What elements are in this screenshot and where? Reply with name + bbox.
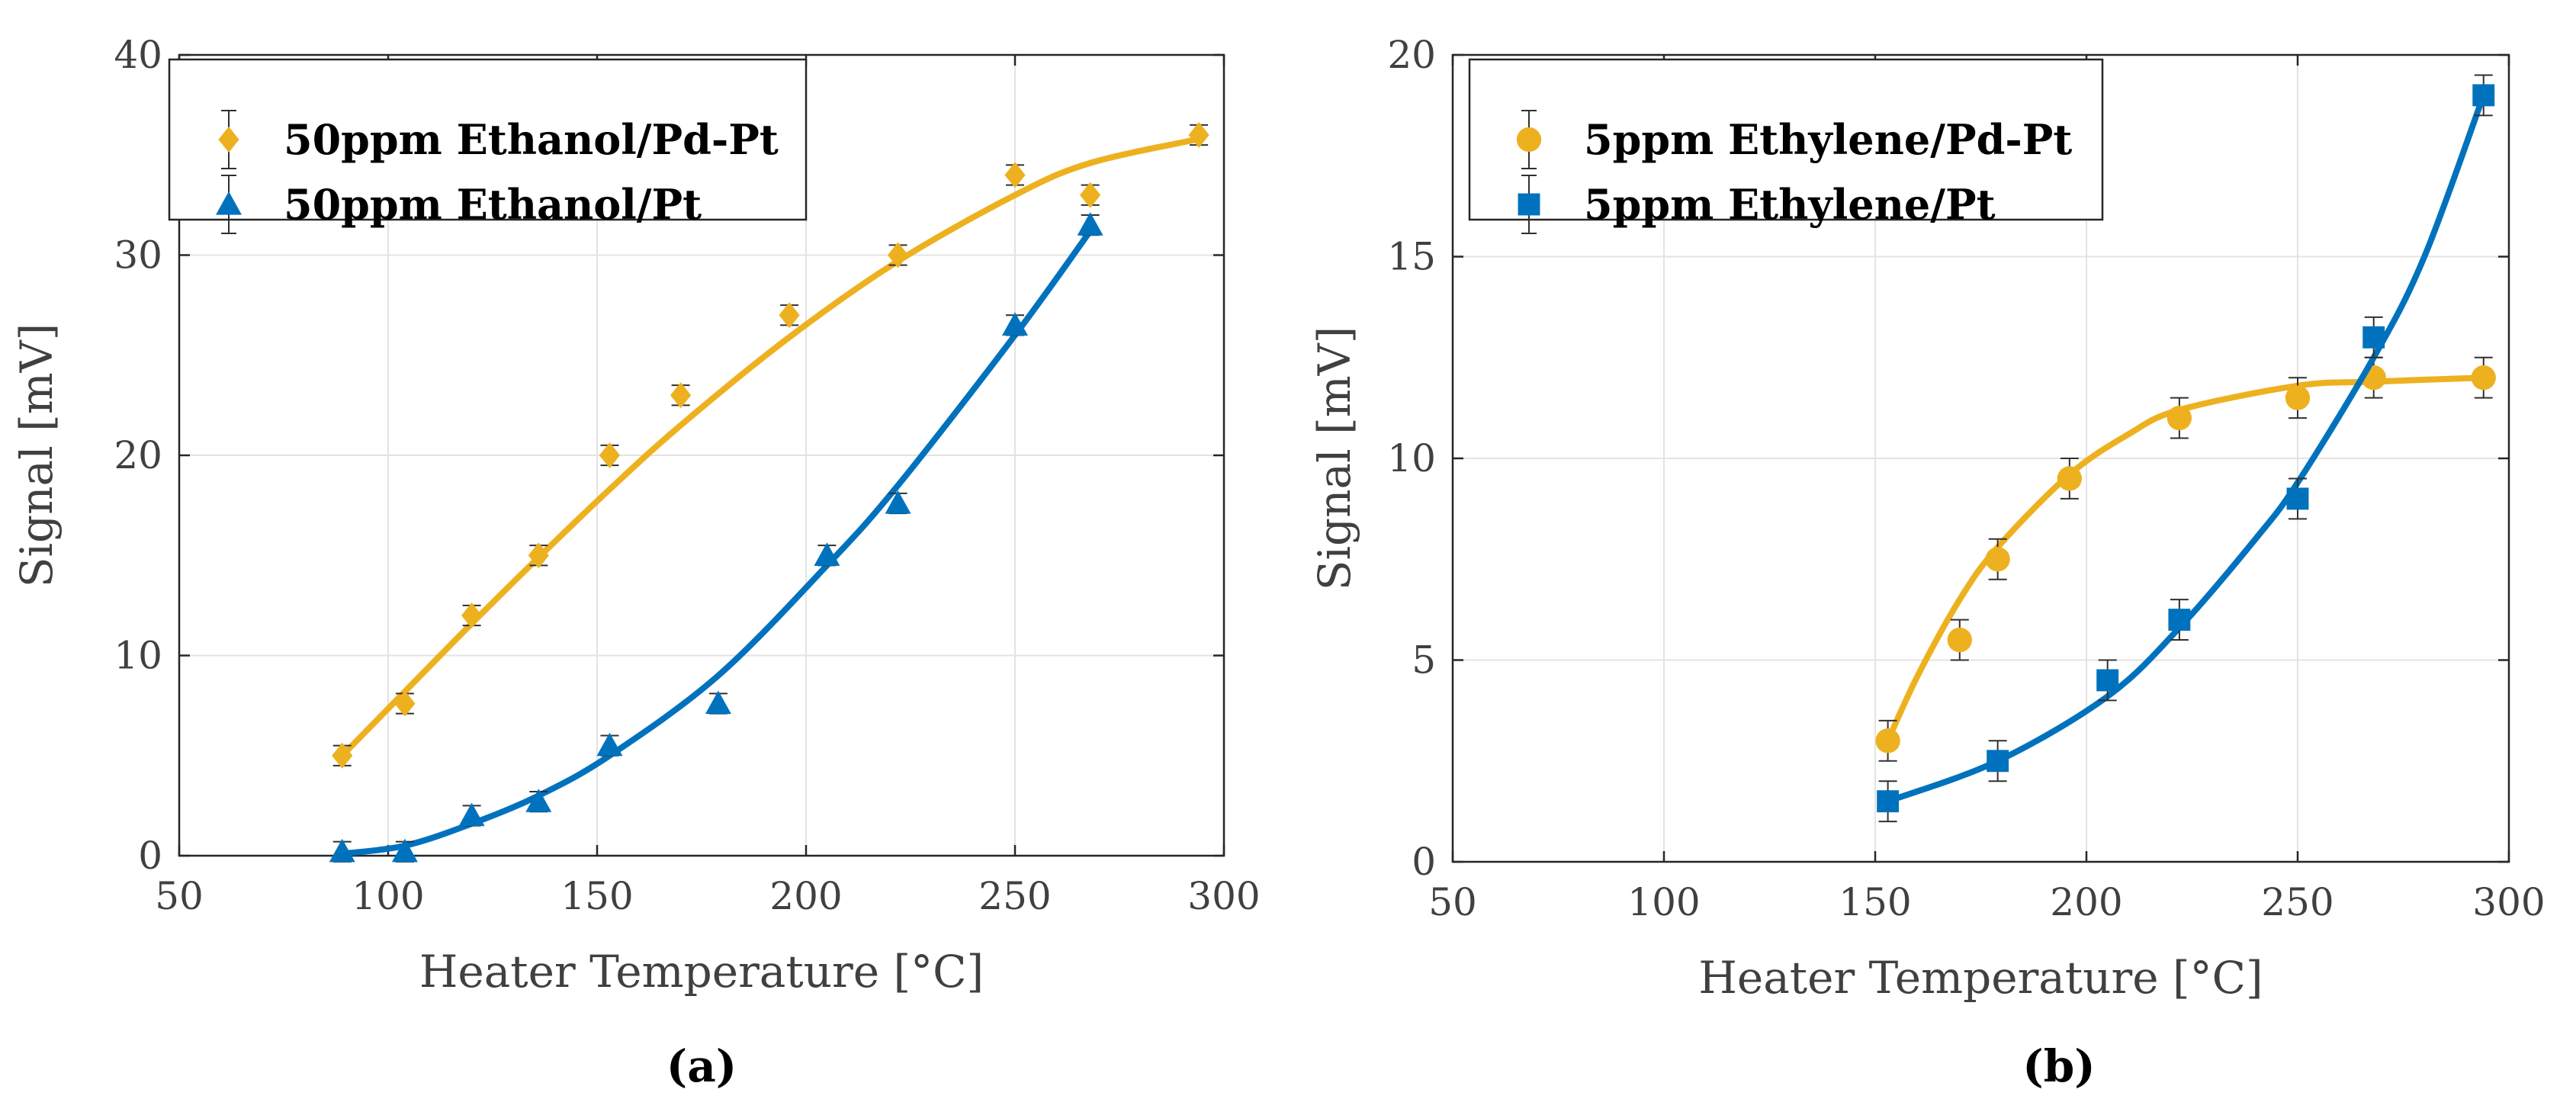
data-point [1077,212,1103,236]
x-tick-label: 300 [2472,880,2545,924]
y-tick-label: 30 [114,233,162,278]
panel-a: 50 100 150 200 250 300 0 10 20 30 40 Heater Tempera… [11,33,1261,1092]
data-point [705,690,731,715]
data-point [329,838,355,863]
data-point [1080,182,1101,208]
fit-line [339,228,1094,857]
x-tick-label: 200 [2050,880,2122,924]
data-point [394,690,416,717]
data-point [2471,365,2496,390]
data-point [887,242,909,268]
data-point [1877,790,1900,813]
data-point [596,732,623,757]
data-point [2166,405,2192,431]
data-point [2286,487,2309,510]
data-point [1875,728,1900,754]
legend-label: 50ppm Ethanol/Pd-Pt [284,115,779,164]
legend-marker [216,191,242,215]
data-point [885,490,911,514]
x-tick-label: 250 [2261,880,2333,924]
x-tick-label: 100 [1627,880,1700,924]
data-point [461,603,483,628]
data-point [1004,162,1026,188]
x-tick-label: 50 [155,874,204,918]
legend-label: 5ppm Ethylene/Pd-Pt [1584,115,2072,164]
y-tick-label: 10 [114,634,162,678]
legend: 5ppm Ethylene/Pd-Pt 5ppm Ethylene/Pt [1468,58,2104,234]
y-tick-label: 40 [114,33,162,77]
x-axis-label: Heater Temperature [°C] [1698,952,2263,1004]
y-tick-label: 20 [1387,33,1436,77]
y-tick-label: 10 [1387,436,1436,480]
data-point [525,789,552,812]
data-point [2285,385,2311,410]
data-point [2096,669,2119,692]
x-tick-label: 300 [1187,874,1260,918]
legend-marker [1516,127,1542,153]
x-tick-label: 200 [769,874,842,918]
x-axis-label: Heater Temperature [°C] [419,946,984,998]
series-0 [332,122,1209,769]
y-tick-label: 20 [114,433,162,477]
data-point [2057,466,2082,491]
x-tick-label: 250 [978,874,1051,918]
series-1 [329,212,1103,863]
panel-b: 50 100 150 200 250 300 0 5 10 15 20 Heater Temperat… [1309,33,2545,1092]
data-point [1985,547,2010,572]
fit-line [1884,92,2487,805]
panel-label: (b) [2022,1040,2095,1092]
legend-marker [1518,193,1540,216]
fit-line [339,136,1203,759]
data-point [1987,750,2009,773]
fit-line [1884,374,2487,744]
x-tick-label: 50 [1428,880,1477,924]
x-tick-label: 150 [560,874,633,918]
data-point [2362,326,2385,349]
data-point [391,838,418,863]
y-tick-label: 0 [138,834,162,878]
legend-box [168,58,808,221]
legend: 50ppm Ethanol/Pd-Pt 50ppm Ethanol/Pt [168,58,808,234]
x-tick-label: 100 [352,874,424,918]
data-point [1002,312,1028,336]
y-tick-label: 0 [1412,840,1436,884]
data-point [670,382,692,409]
data-point [332,742,353,769]
legend-label: 50ppm Ethanol/Pt [284,180,702,229]
y-tick-label: 15 [1387,235,1436,279]
data-point [2168,609,2191,631]
series-1 [1877,74,2495,823]
legend-label: 5ppm Ethylene/Pt [1584,180,1996,229]
legend-box [1468,58,2104,221]
data-point [1188,122,1209,148]
data-point [779,302,800,329]
y-tick-label: 5 [1412,638,1436,683]
panel-label: (a) [666,1040,737,1092]
x-tick-label: 150 [1839,880,1911,924]
data-point [2472,84,2495,107]
data-point [458,802,485,827]
legend-marker [218,127,239,153]
data-point [814,542,840,566]
data-point [528,542,549,569]
data-point [1947,627,1972,653]
series-0 [1875,356,2496,762]
y-axis-label: Signal [mV] [11,323,63,587]
data-point [599,442,621,468]
y-axis-label: Signal [mV] [1309,326,1360,590]
